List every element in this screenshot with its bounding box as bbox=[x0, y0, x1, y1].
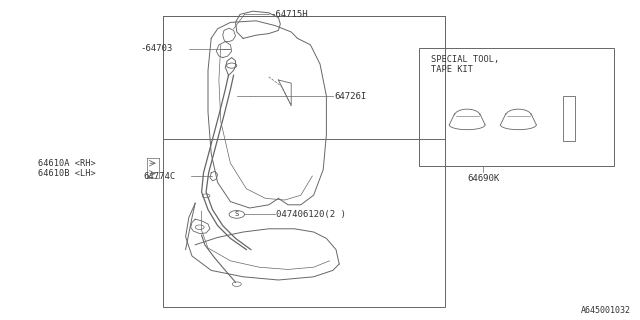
Text: 64690K: 64690K bbox=[467, 174, 499, 183]
Bar bbox=[419, 48, 614, 166]
Text: S: S bbox=[235, 212, 239, 217]
Text: -64703: -64703 bbox=[141, 44, 173, 53]
Bar bbox=[563, 96, 575, 141]
Text: 64774C: 64774C bbox=[144, 172, 176, 180]
Bar bbox=[163, 16, 445, 139]
Text: 047406120(2 ): 047406120(2 ) bbox=[276, 210, 346, 219]
Text: SPECIAL TOOL,
TAPE KIT: SPECIAL TOOL, TAPE KIT bbox=[431, 55, 499, 75]
Text: A645001032: A645001032 bbox=[580, 306, 630, 315]
Bar bbox=[163, 16, 445, 307]
Text: 64610B <LH>: 64610B <LH> bbox=[38, 169, 96, 178]
Text: -64715H: -64715H bbox=[270, 10, 308, 19]
Text: 64610A <RH>: 64610A <RH> bbox=[38, 159, 96, 168]
Text: 64726I: 64726I bbox=[334, 92, 366, 100]
